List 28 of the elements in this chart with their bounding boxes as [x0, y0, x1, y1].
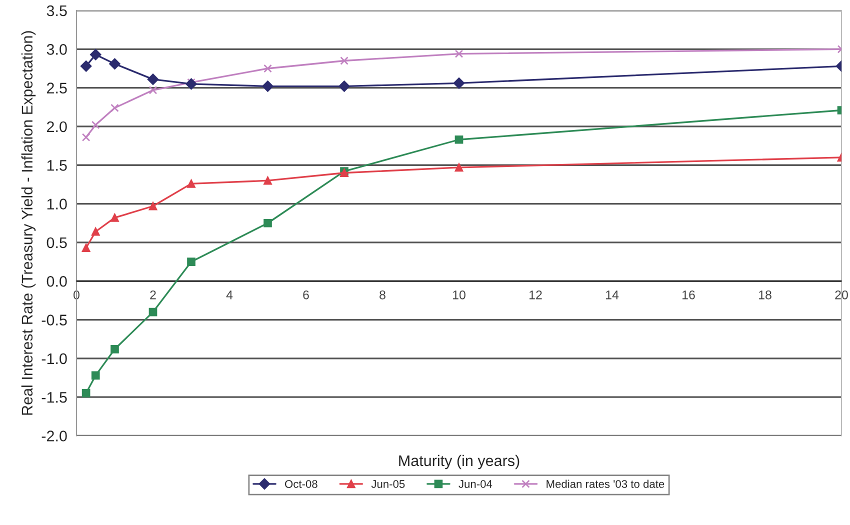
y-tick-label: -1.5 — [42, 392, 67, 403]
y-tick-label: 0.0 — [46, 276, 67, 287]
x-tick-label: 4 — [226, 290, 233, 300]
legend-label: Oct-08 — [285, 480, 318, 488]
y-tick-label: 0.5 — [46, 237, 67, 248]
y-tick-label: 3.0 — [46, 44, 67, 55]
x-tick-label: 8 — [380, 290, 386, 300]
y-tick-label: -2.0 — [42, 430, 67, 442]
x-tick-label: 12 — [530, 290, 542, 300]
legend-label: Jun-05 — [371, 480, 405, 488]
x-tick-label: 14 — [606, 290, 619, 300]
y-tick-label: -0.5 — [42, 314, 67, 326]
x-tick-label: 6 — [303, 290, 309, 300]
x-tick-label: 2 — [150, 290, 156, 300]
y-tick-label: 2.0 — [47, 121, 67, 132]
y-tick-label: 3.5 — [46, 5, 67, 16]
x-axis-title: Maturity (in years) — [399, 454, 520, 470]
y-tick-label: -1.0 — [42, 353, 67, 364]
x-tick-label: 20 — [835, 290, 848, 300]
y-tick-label: 2.5 — [47, 82, 67, 94]
x-tick-label: 16 — [682, 290, 695, 300]
legend-label: Jun-04 — [458, 480, 492, 488]
x-tick-label: 10 — [453, 290, 466, 300]
y-tick-label: 1.0 — [47, 198, 67, 210]
legend-label: Median rates '03 to date — [546, 480, 664, 488]
y-tick-label: 1.5 — [47, 160, 67, 171]
x-tick-label: 18 — [759, 290, 772, 300]
y-axis-title: Real Interest Rate (Treasury Yield - Inflation Expectation) — [21, 31, 36, 415]
